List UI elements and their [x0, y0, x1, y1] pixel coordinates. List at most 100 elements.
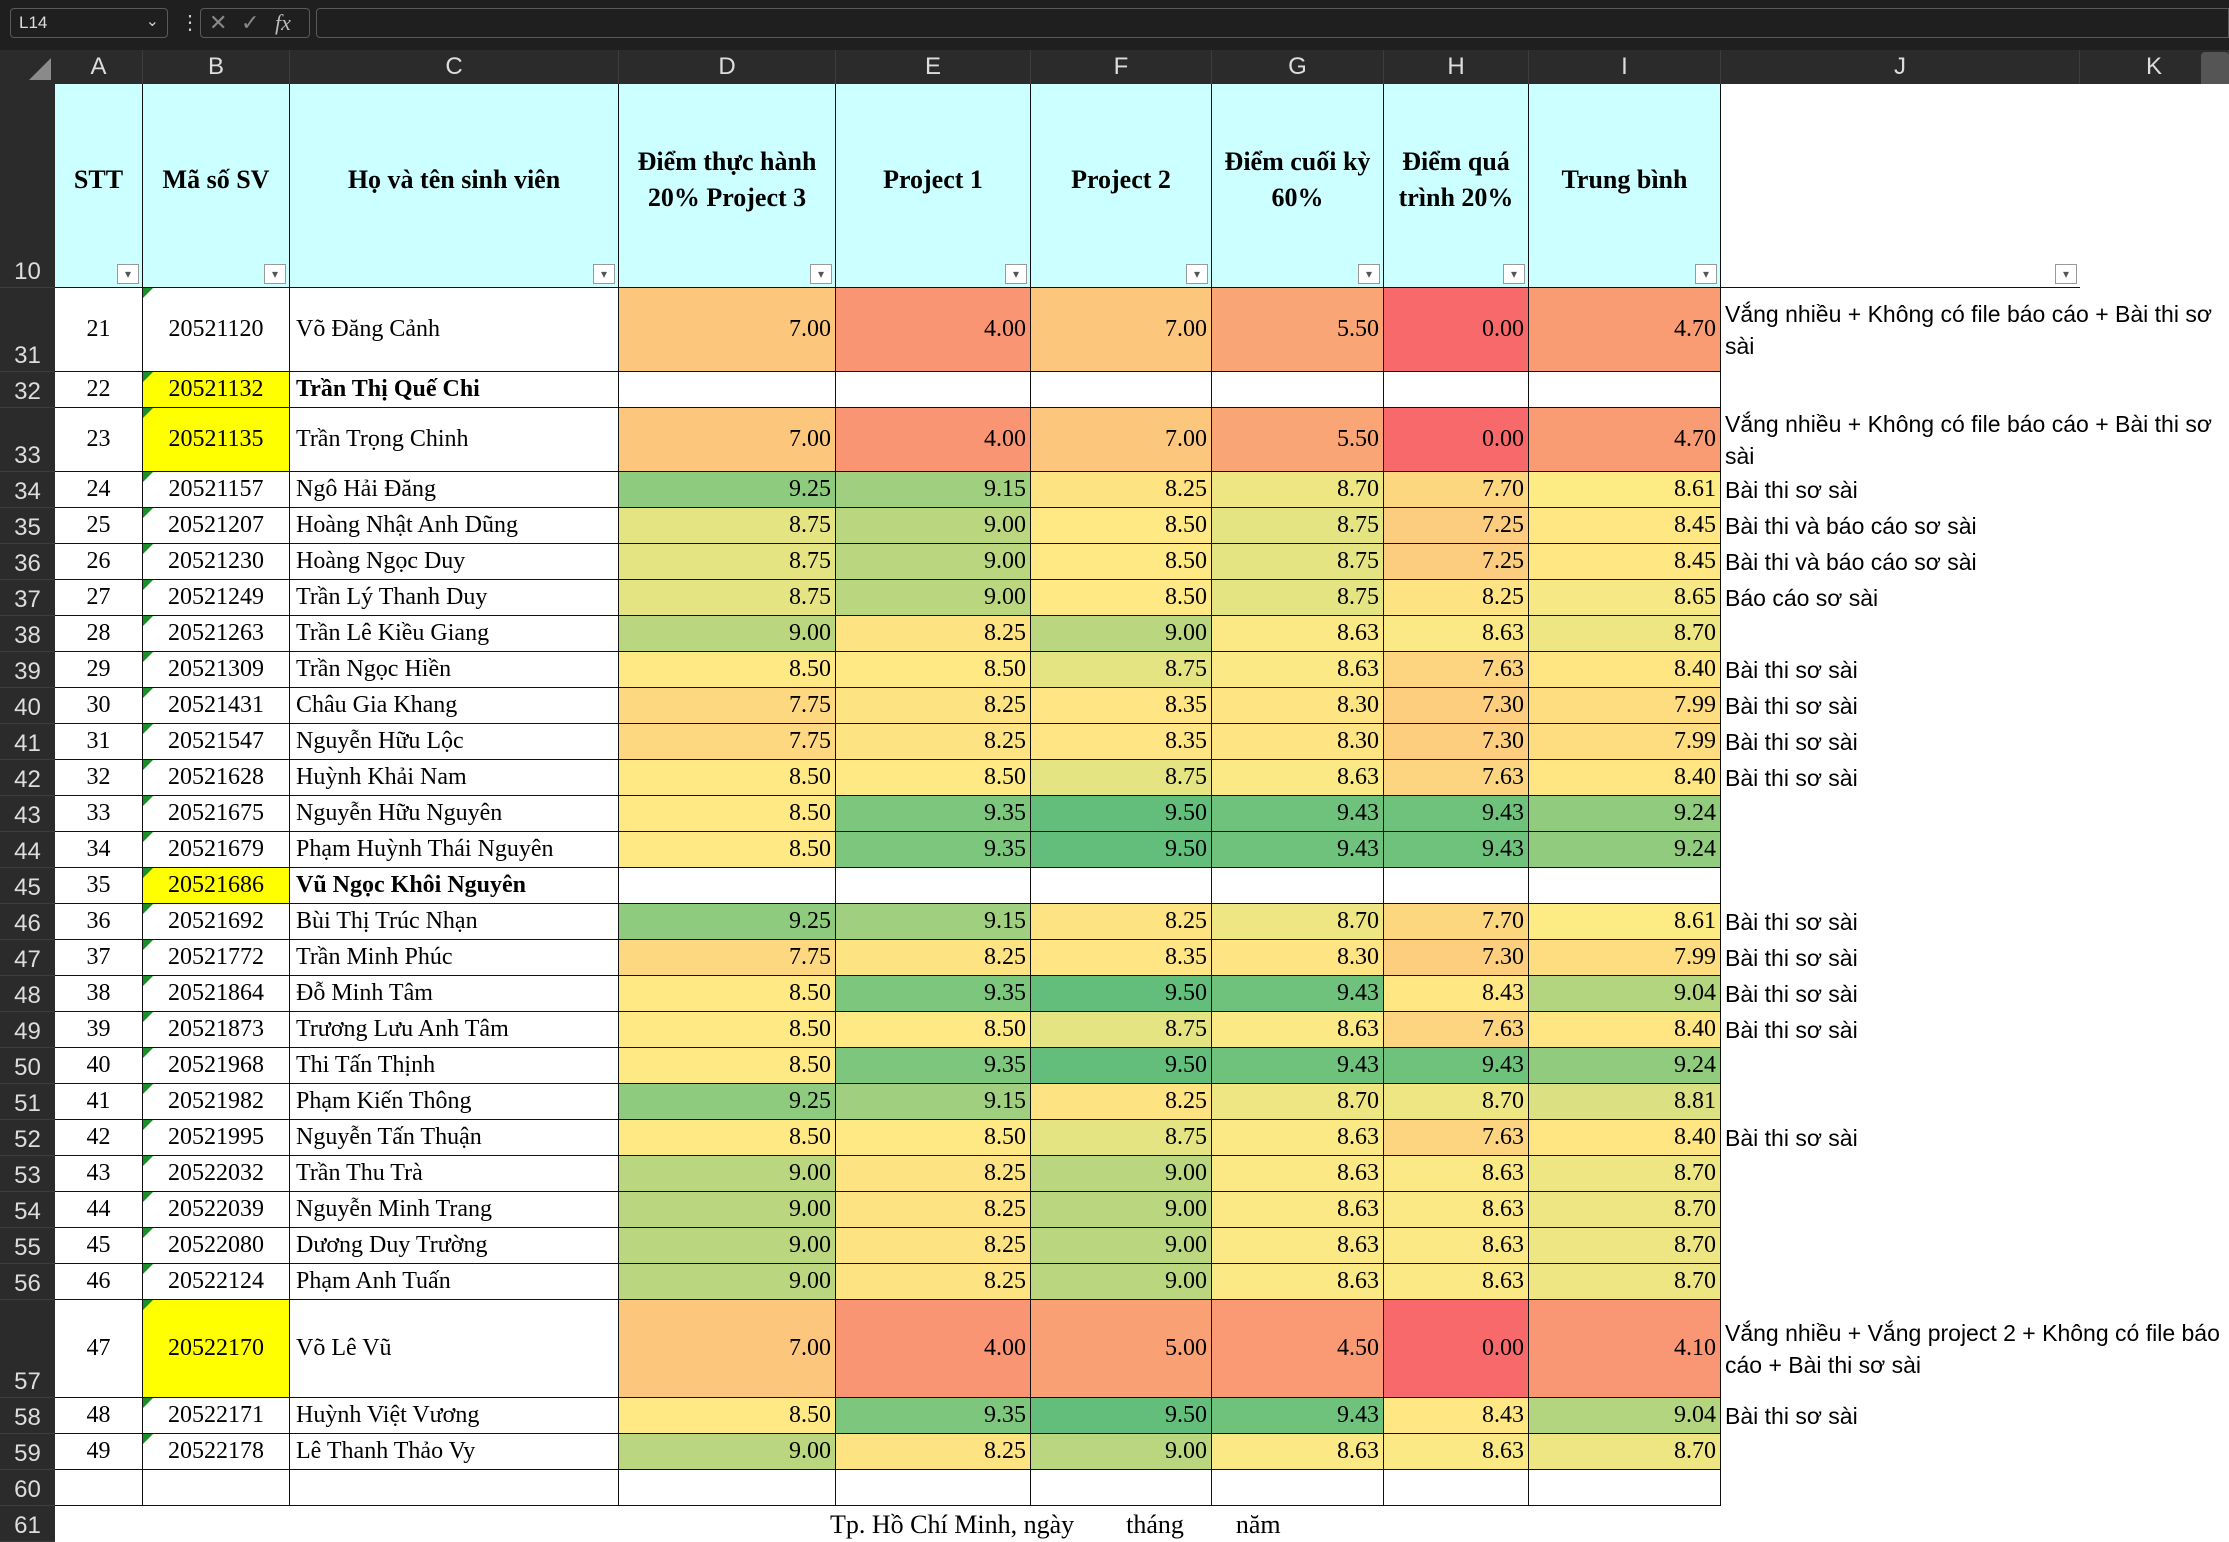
- cell-score-f[interactable]: 9.00: [1031, 1156, 1212, 1192]
- cell-note[interactable]: [1721, 616, 2229, 652]
- cell-student-id[interactable]: 20522178: [143, 1434, 290, 1470]
- cell-student-id[interactable]: 20521772: [143, 940, 290, 976]
- cell-student-id[interactable]: 20521309: [143, 652, 290, 688]
- row-header-60[interactable]: 60: [0, 1470, 55, 1506]
- cell-score-f[interactable]: 8.50: [1031, 544, 1212, 580]
- cell-score-h[interactable]: 7.63: [1384, 760, 1529, 796]
- row-header-39[interactable]: 39: [0, 652, 55, 688]
- cell-stt[interactable]: 45: [55, 1228, 143, 1264]
- cell-score-i[interactable]: 8.61: [1529, 904, 1721, 940]
- formula-bar-input[interactable]: [316, 8, 2229, 38]
- cell-score-h[interactable]: 8.63: [1384, 1434, 1529, 1470]
- cell-score-i[interactable]: 7.99: [1529, 688, 1721, 724]
- cell-stt[interactable]: 47: [55, 1300, 143, 1398]
- cell-score-g[interactable]: 8.30: [1212, 724, 1384, 760]
- cell-score-i[interactable]: 9.24: [1529, 1048, 1721, 1084]
- cell-student-name[interactable]: Thi Tấn Thịnh: [290, 1048, 619, 1084]
- cell-score-f[interactable]: 8.25: [1031, 1084, 1212, 1120]
- cell-score-f[interactable]: 9.50: [1031, 1398, 1212, 1434]
- cell-score-h[interactable]: 8.63: [1384, 1192, 1529, 1228]
- cell-note[interactable]: Bài thi sơ sài: [1721, 976, 2229, 1012]
- filter-dropdown-button[interactable]: ▾: [117, 264, 139, 284]
- filter-dropdown-button[interactable]: ▾: [1695, 264, 1717, 284]
- cell-student-name[interactable]: Nguyễn Hữu Lộc: [290, 724, 619, 760]
- row-header-32[interactable]: 32: [0, 372, 55, 408]
- cell-note[interactable]: [1721, 1192, 2229, 1228]
- cell-student-id[interactable]: 20522171: [143, 1398, 290, 1434]
- cell-score-h[interactable]: 8.43: [1384, 976, 1529, 1012]
- cell-score-d[interactable]: 8.50: [619, 976, 836, 1012]
- cell-score-e[interactable]: 4.00: [836, 288, 1031, 372]
- cell-student-id[interactable]: 20522170: [143, 1300, 290, 1398]
- cell-score-f[interactable]: 9.00: [1031, 616, 1212, 652]
- cell-score-h[interactable]: 0.00: [1384, 288, 1529, 372]
- cell-score-e[interactable]: 9.00: [836, 580, 1031, 616]
- cell-score-i[interactable]: 8.61: [1529, 472, 1721, 508]
- cell-score-i[interactable]: 8.45: [1529, 544, 1721, 580]
- cell-student-name[interactable]: Võ Đăng Cảnh: [290, 288, 619, 372]
- row-header-57[interactable]: 57: [0, 1300, 55, 1398]
- cell-stt[interactable]: 26: [55, 544, 143, 580]
- cell-student-id[interactable]: 20522039: [143, 1192, 290, 1228]
- cell-score-g[interactable]: 8.63: [1212, 1264, 1384, 1300]
- filter-dropdown-button[interactable]: ▾: [1503, 264, 1525, 284]
- column-header-b[interactable]: B: [143, 50, 290, 84]
- filter-dropdown-button[interactable]: ▾: [1186, 264, 1208, 284]
- column-header-a[interactable]: A: [55, 50, 143, 84]
- cell-note[interactable]: Bài thi và báo cáo sơ sài: [1721, 544, 2229, 580]
- row-header-46[interactable]: 46: [0, 904, 55, 940]
- cell-score-d[interactable]: 7.00: [619, 408, 836, 472]
- cell-stt[interactable]: 33: [55, 796, 143, 832]
- column-header-g[interactable]: G: [1212, 50, 1384, 84]
- cell-score-f[interactable]: 8.35: [1031, 724, 1212, 760]
- cell-score-g[interactable]: 8.70: [1212, 1084, 1384, 1120]
- filter-dropdown-button[interactable]: ▾: [2055, 264, 2077, 284]
- cell-score-h[interactable]: 9.43: [1384, 1048, 1529, 1084]
- cell-note[interactable]: [1721, 868, 2229, 904]
- cell-score-e[interactable]: 8.25: [836, 616, 1031, 652]
- cell-score-i[interactable]: 8.70: [1529, 1264, 1721, 1300]
- cell-note[interactable]: [1721, 1434, 2229, 1470]
- row-header-42[interactable]: 42: [0, 760, 55, 796]
- cell-score-d[interactable]: 8.50: [619, 1048, 836, 1084]
- cell-score-h[interactable]: 7.63: [1384, 652, 1529, 688]
- cell-score-g[interactable]: 8.70: [1212, 472, 1384, 508]
- cell-score-d[interactable]: 7.75: [619, 940, 836, 976]
- row-header-33[interactable]: 33: [0, 408, 55, 472]
- cell-stt[interactable]: 27: [55, 580, 143, 616]
- cell-stt[interactable]: 31: [55, 724, 143, 760]
- cell-empty[interactable]: [143, 1470, 290, 1506]
- cell-score-h[interactable]: 8.63: [1384, 1264, 1529, 1300]
- cell-score-h[interactable]: 7.30: [1384, 940, 1529, 976]
- cell-score-d[interactable]: 8.50: [619, 1398, 836, 1434]
- cell-student-id[interactable]: 20521249: [143, 580, 290, 616]
- cell-score-e[interactable]: 8.25: [836, 1228, 1031, 1264]
- filter-dropdown-button[interactable]: ▾: [1005, 264, 1027, 284]
- cell-stt[interactable]: 43: [55, 1156, 143, 1192]
- cell-score-g[interactable]: 8.63: [1212, 760, 1384, 796]
- cell-stt[interactable]: 39: [55, 1012, 143, 1048]
- cell-score-f[interactable]: 5.00: [1031, 1300, 1212, 1398]
- cell-student-id[interactable]: 20521547: [143, 724, 290, 760]
- cell-score-f[interactable]: 9.00: [1031, 1228, 1212, 1264]
- cell-student-id[interactable]: 20521995: [143, 1120, 290, 1156]
- cell-score-g[interactable]: 9.43: [1212, 796, 1384, 832]
- cell-student-id[interactable]: 20521968: [143, 1048, 290, 1084]
- cell-score-f[interactable]: 9.00: [1031, 1264, 1212, 1300]
- cell-score-e[interactable]: 8.25: [836, 688, 1031, 724]
- cell-score-e[interactable]: [836, 868, 1031, 904]
- cell-score-e[interactable]: 9.00: [836, 508, 1031, 544]
- cell-score-d[interactable]: 9.00: [619, 1228, 836, 1264]
- cell-note[interactable]: Bài thi sơ sài: [1721, 724, 2229, 760]
- cell-student-id[interactable]: 20521873: [143, 1012, 290, 1048]
- confirm-icon[interactable]: ✓: [241, 10, 260, 35]
- cell-score-g[interactable]: 8.75: [1212, 580, 1384, 616]
- cell-score-d[interactable]: 8.50: [619, 652, 836, 688]
- cell-score-d[interactable]: 9.00: [619, 1156, 836, 1192]
- cell-stt[interactable]: 40: [55, 1048, 143, 1084]
- cell-student-name[interactable]: Huỳnh Việt Vương: [290, 1398, 619, 1434]
- cell-score-d[interactable]: 7.75: [619, 688, 836, 724]
- cell-score-g[interactable]: 5.50: [1212, 288, 1384, 372]
- cell-score-h[interactable]: [1384, 868, 1529, 904]
- cell-note[interactable]: Bài thi sơ sài: [1721, 688, 2229, 724]
